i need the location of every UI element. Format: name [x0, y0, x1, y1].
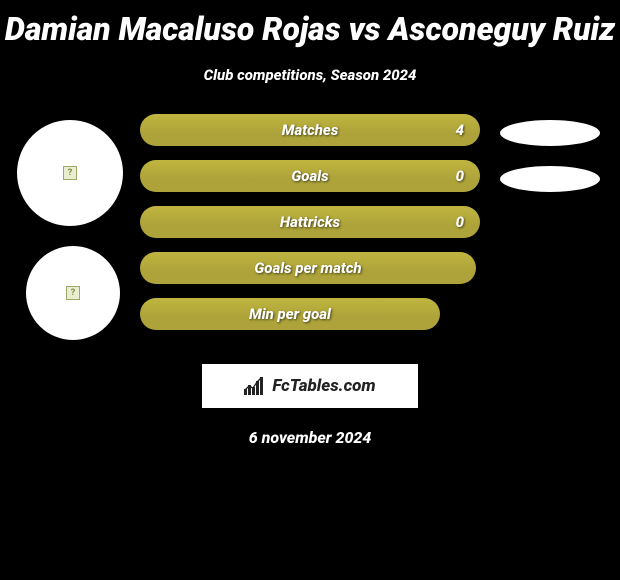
bubbles-column: [480, 114, 620, 340]
stat-label: Min per goal: [249, 305, 331, 323]
bubble-2: [500, 166, 600, 192]
subtitle: Club competitions, Season 2024: [0, 66, 620, 84]
watermark: FcTables.com: [202, 364, 418, 408]
watermark-text: FcTables.com: [272, 376, 375, 396]
stat-value: 0: [456, 167, 464, 185]
watermark-logo-icon: [244, 377, 266, 395]
stat-bar-min-per-goal: Min per goal: [140, 298, 440, 330]
broken-image-icon: ?: [66, 286, 80, 300]
broken-image-icon: ?: [63, 166, 77, 180]
page-title: Damian Macaluso Rojas vs Asconeguy Ruiz: [0, 0, 620, 48]
players-column: ? ?: [0, 114, 140, 340]
content-row: ? ? Matches 4 Goals 0 Hattricks 0 Goals …: [0, 114, 620, 340]
stat-label: Goals: [291, 167, 328, 185]
stat-bar-hattricks: Hattricks 0: [140, 206, 480, 238]
player-1-avatar: ?: [17, 120, 123, 226]
stat-label: Goals per match: [254, 259, 361, 277]
stat-value: 0: [456, 213, 464, 231]
stats-bars-column: Matches 4 Goals 0 Hattricks 0 Goals per …: [140, 114, 480, 340]
stat-bar-goals: Goals 0: [140, 160, 480, 192]
stat-bar-goals-per-match: Goals per match: [140, 252, 476, 284]
stat-bar-matches: Matches 4: [140, 114, 480, 146]
date-text: 6 november 2024: [0, 428, 620, 447]
stat-label: Matches: [282, 121, 339, 139]
bubble-1: [500, 120, 600, 146]
player-2-avatar: ?: [26, 246, 120, 340]
stat-label: Hattricks: [280, 213, 340, 231]
stat-value: 4: [456, 121, 464, 139]
